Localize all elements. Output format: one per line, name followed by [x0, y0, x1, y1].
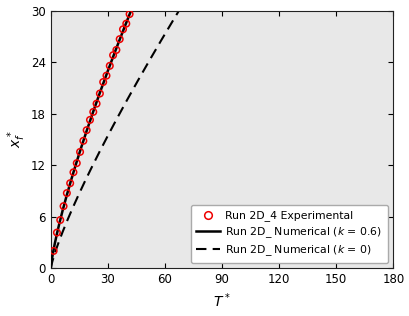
Point [93, 101, 100, 106]
Point [57, 217, 63, 222]
Point [106, 63, 113, 68]
Point [119, 27, 126, 32]
Point [54, 230, 60, 235]
Point [83, 128, 90, 133]
Point [123, 21, 129, 26]
Point [76, 149, 83, 155]
Point [116, 37, 123, 42]
Point [50, 248, 57, 253]
Point [90, 109, 96, 114]
Point [133, 0, 139, 2]
Point [86, 117, 93, 122]
Point [113, 47, 119, 52]
Point [73, 161, 80, 166]
Point [126, 11, 133, 16]
Y-axis label: $x_f^*$: $x_f^*$ [6, 131, 28, 148]
Point [103, 73, 110, 78]
Point [97, 91, 103, 96]
Point [60, 204, 67, 209]
Point [63, 191, 70, 196]
X-axis label: $T^*$: $T^*$ [213, 292, 230, 310]
Legend: Run 2D_4 Experimental, Run 2D_ Numerical ($k$ = 0.6), Run 2D_ Numerical ($k$ = 0: Run 2D_4 Experimental, Run 2D_ Numerical… [190, 205, 387, 263]
Point [67, 181, 73, 186]
Point [80, 138, 86, 143]
Point [100, 80, 106, 85]
Point [70, 170, 76, 175]
Point [110, 53, 116, 58]
Point [129, 2, 136, 7]
